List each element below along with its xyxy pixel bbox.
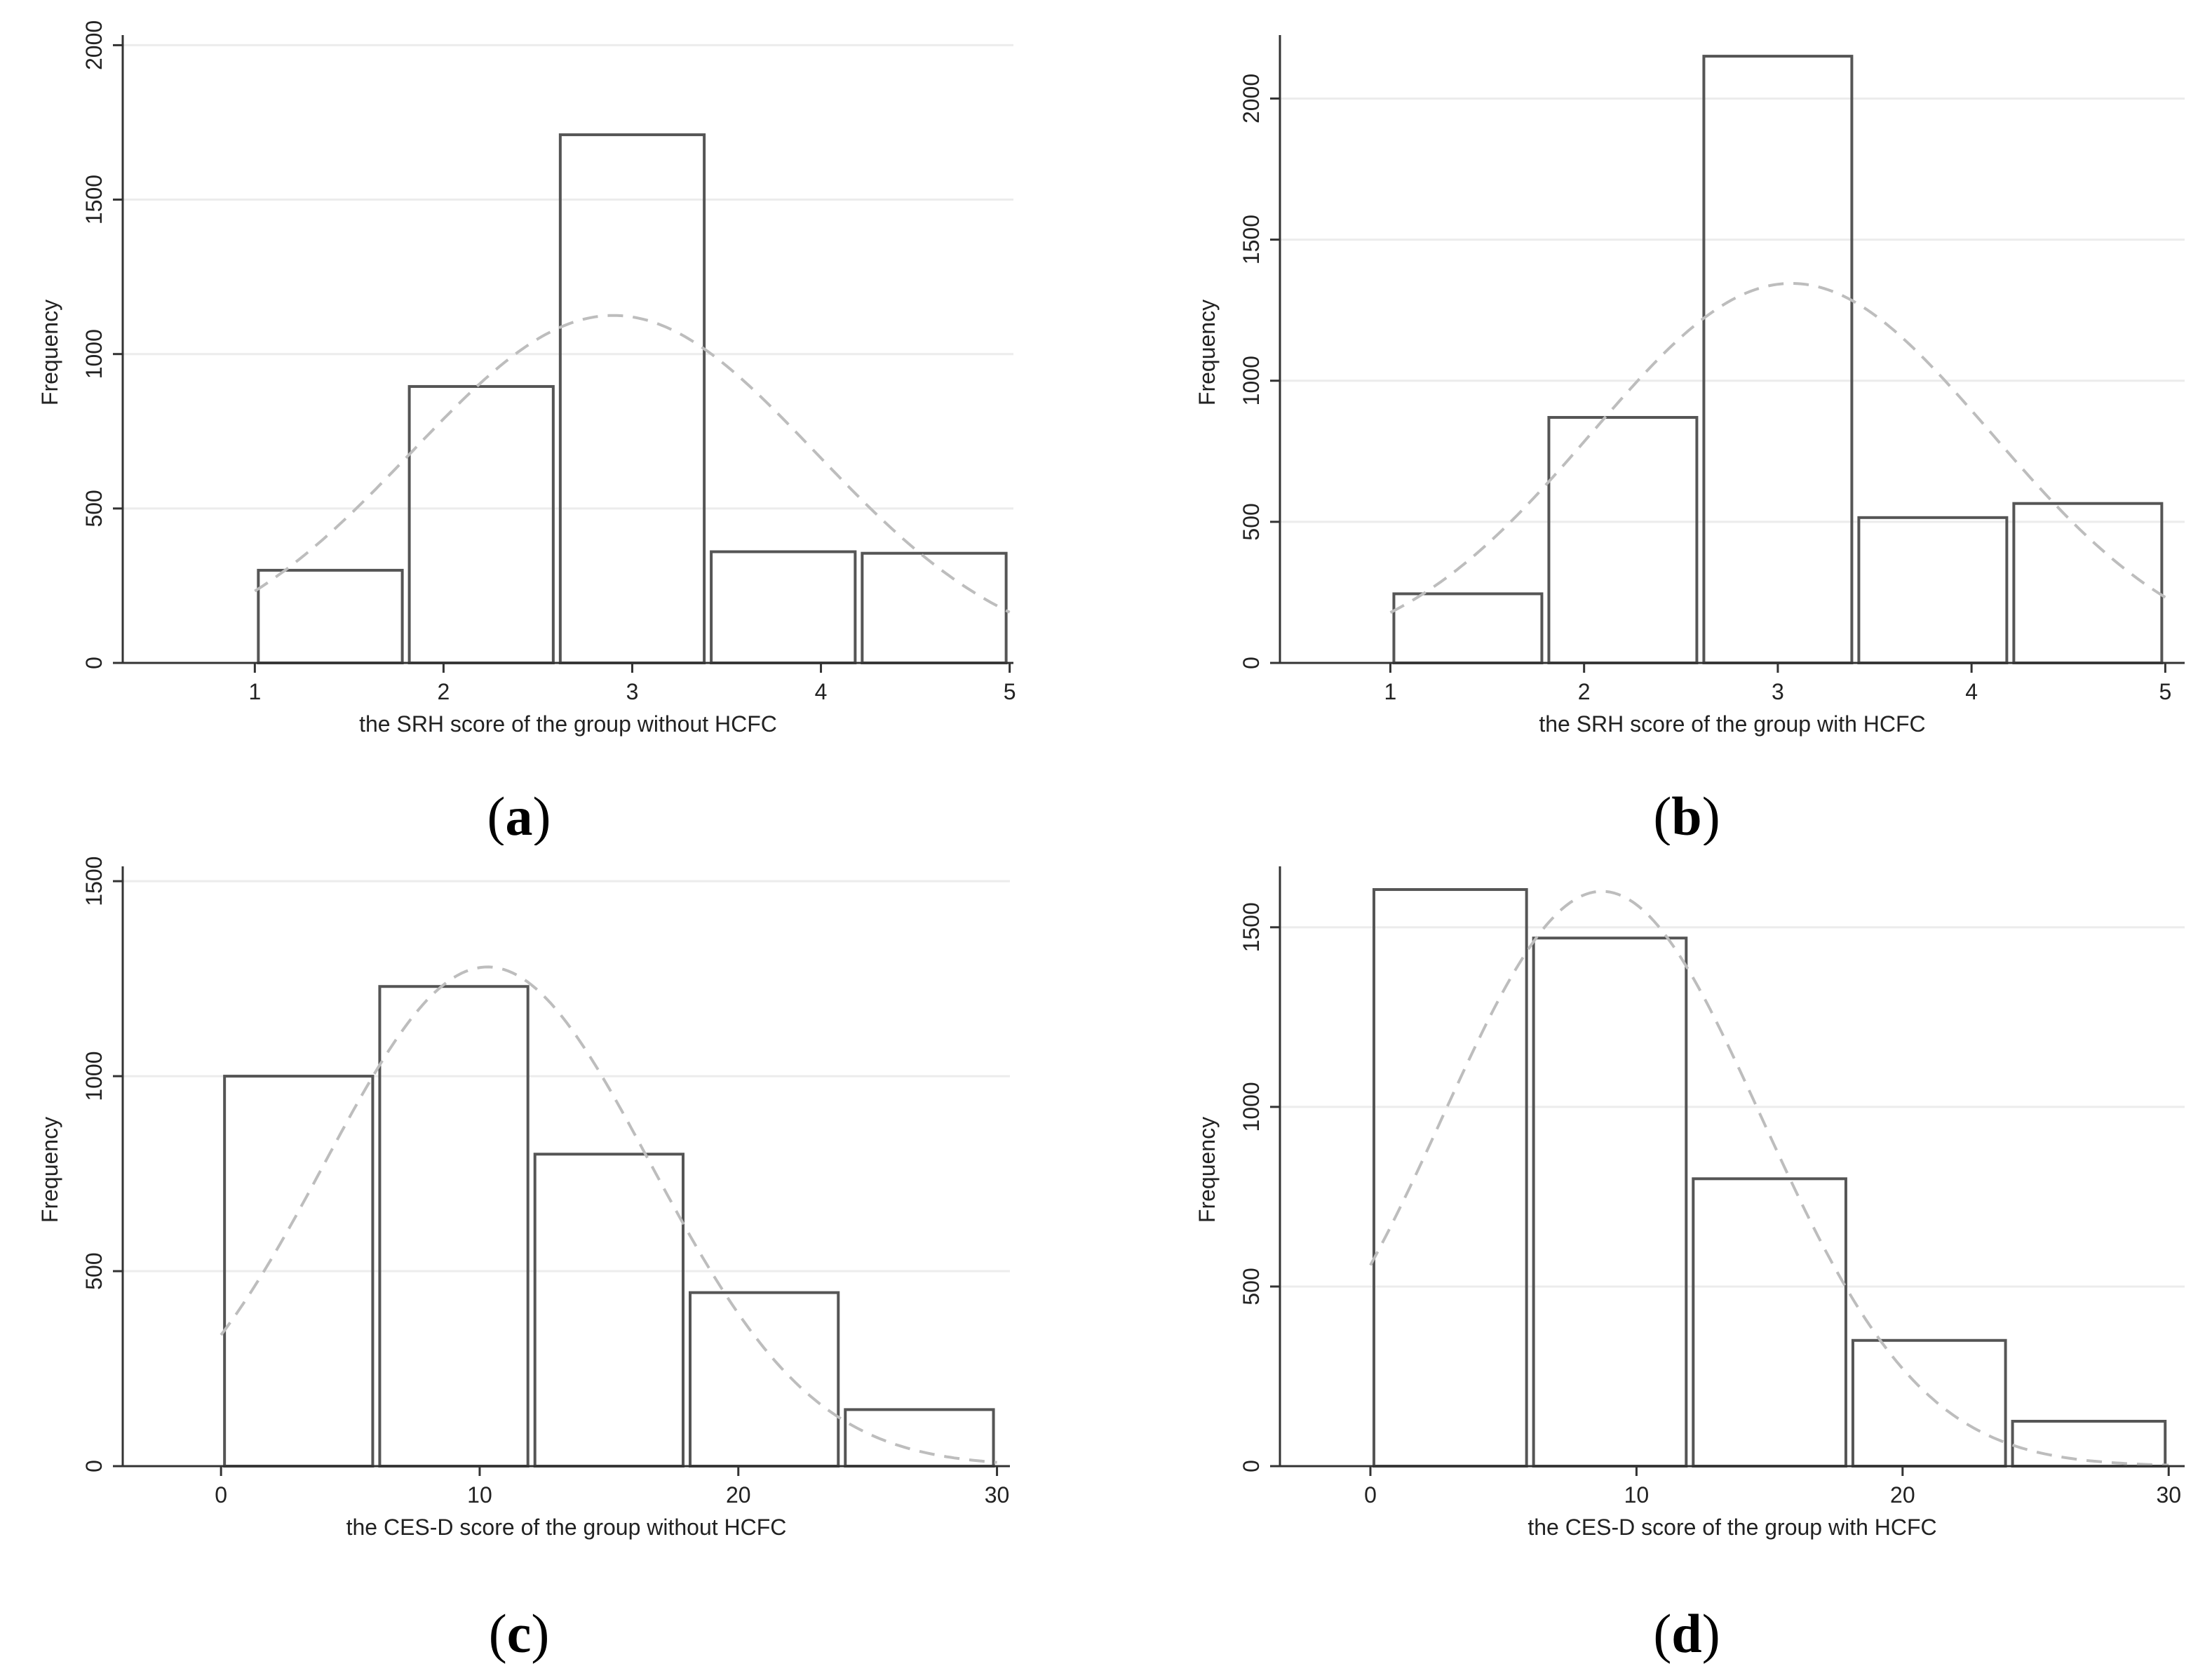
y-tick-label: 1000 [1239,356,1264,405]
panel-background [14,845,1052,1589]
histogram-d: 0 500 1000 1500 0 10 20 30 Frequency the CES-D sc… [1171,845,2202,1589]
y-tick-label: 1500 [1239,902,1264,952]
y-tick-label: 0 [1239,1460,1264,1472]
y-tick-label: 2000 [81,20,107,70]
y-axis-title: Frequency [37,300,62,405]
normal-density-curve [220,965,997,1464]
panel-label-d: (d) [1653,1603,1720,1664]
x-axis-title: the CES-D score of the group without HCF… [346,1515,787,1540]
y-tick-label: 1000 [81,329,107,379]
x-tick-label: 1 [1384,679,1397,704]
normal-density-curve [254,314,1011,614]
x-tick-label: 5 [1004,679,1016,704]
panel-label-a: (a) [487,786,551,847]
chart-panel-d: 0 500 1000 1500 0 10 20 30 Frequency the CES-D sc… [1171,845,2202,1589]
histogram-c: 0 500 1000 1500 0 10 20 30 Frequency the CES-D sc… [14,845,1052,1589]
panel-label-b: (b) [1653,786,1720,847]
y-axis-title: Frequency [37,1117,62,1223]
histogram-b: 0 500 1000 1500 2000 1 2 3 4 5 Frequency the SRH sc… [1171,14,2202,779]
y-tick-label: 0 [81,1460,107,1472]
chart-panel-a: 0 500 1000 1500 2000 1 2 3 4 5 Frequency the SRH sc… [14,14,1052,779]
normal-density-curve [1369,890,2169,1467]
y-tick-label: 1500 [1239,215,1264,264]
y-axis-title: Frequency [1194,300,1220,405]
y-tick-label: 2000 [1239,74,1264,123]
y-tick-label: 500 [1239,1268,1264,1305]
x-tick-label: 1 [248,679,261,704]
histogram-a: 0 500 1000 1500 2000 1 2 3 4 5 Frequency the SRH sc… [14,14,1052,779]
y-tick-label: 500 [81,1252,107,1289]
x-tick-label: 0 [215,1482,227,1508]
y-tick-label: 1500 [81,857,107,906]
normal-density-curve [1389,282,2166,614]
y-tick-label: 1000 [81,1051,107,1101]
chart-panel-c: 0 500 1000 1500 0 10 20 30 Frequency the CES-D sc… [14,845,1052,1589]
x-axis-title: the CES-D score of the group with HCFC [1528,1515,1936,1540]
panel-background [14,14,1052,779]
x-tick-label: 3 [626,679,639,704]
y-tick-label: 0 [1239,657,1264,669]
x-tick-label: 20 [726,1482,751,1508]
x-tick-label: 4 [815,679,828,704]
x-tick-label: 0 [1364,1482,1377,1508]
y-axis-title: Frequency [1194,1117,1220,1223]
x-tick-label: 30 [2156,1482,2181,1508]
x-tick-label: 30 [985,1482,1010,1508]
x-tick-label: 2 [1578,679,1591,704]
x-tick-label: 3 [1772,679,1784,704]
x-tick-label: 2 [438,679,450,704]
panel-background [1171,14,2202,779]
x-tick-label: 5 [2159,679,2171,704]
x-tick-label: 10 [1624,1482,1650,1508]
y-tick-label: 1500 [81,175,107,224]
x-tick-label: 10 [467,1482,492,1508]
panel-label-c: (c) [488,1603,550,1664]
y-tick-label: 1000 [1239,1082,1264,1132]
y-tick-label: 500 [1239,503,1264,540]
x-axis-title: the SRH score of the group with HCFC [1539,711,1925,737]
x-tick-label: 4 [1965,679,1978,704]
x-axis-title: the SRH score of the group without HCFC [359,711,777,737]
x-tick-label: 20 [1890,1482,1915,1508]
y-tick-label: 0 [81,657,107,669]
y-tick-label: 500 [81,490,107,527]
chart-panel-b: 0 500 1000 1500 2000 1 2 3 4 5 Frequency the SRH sc… [1171,14,2202,779]
